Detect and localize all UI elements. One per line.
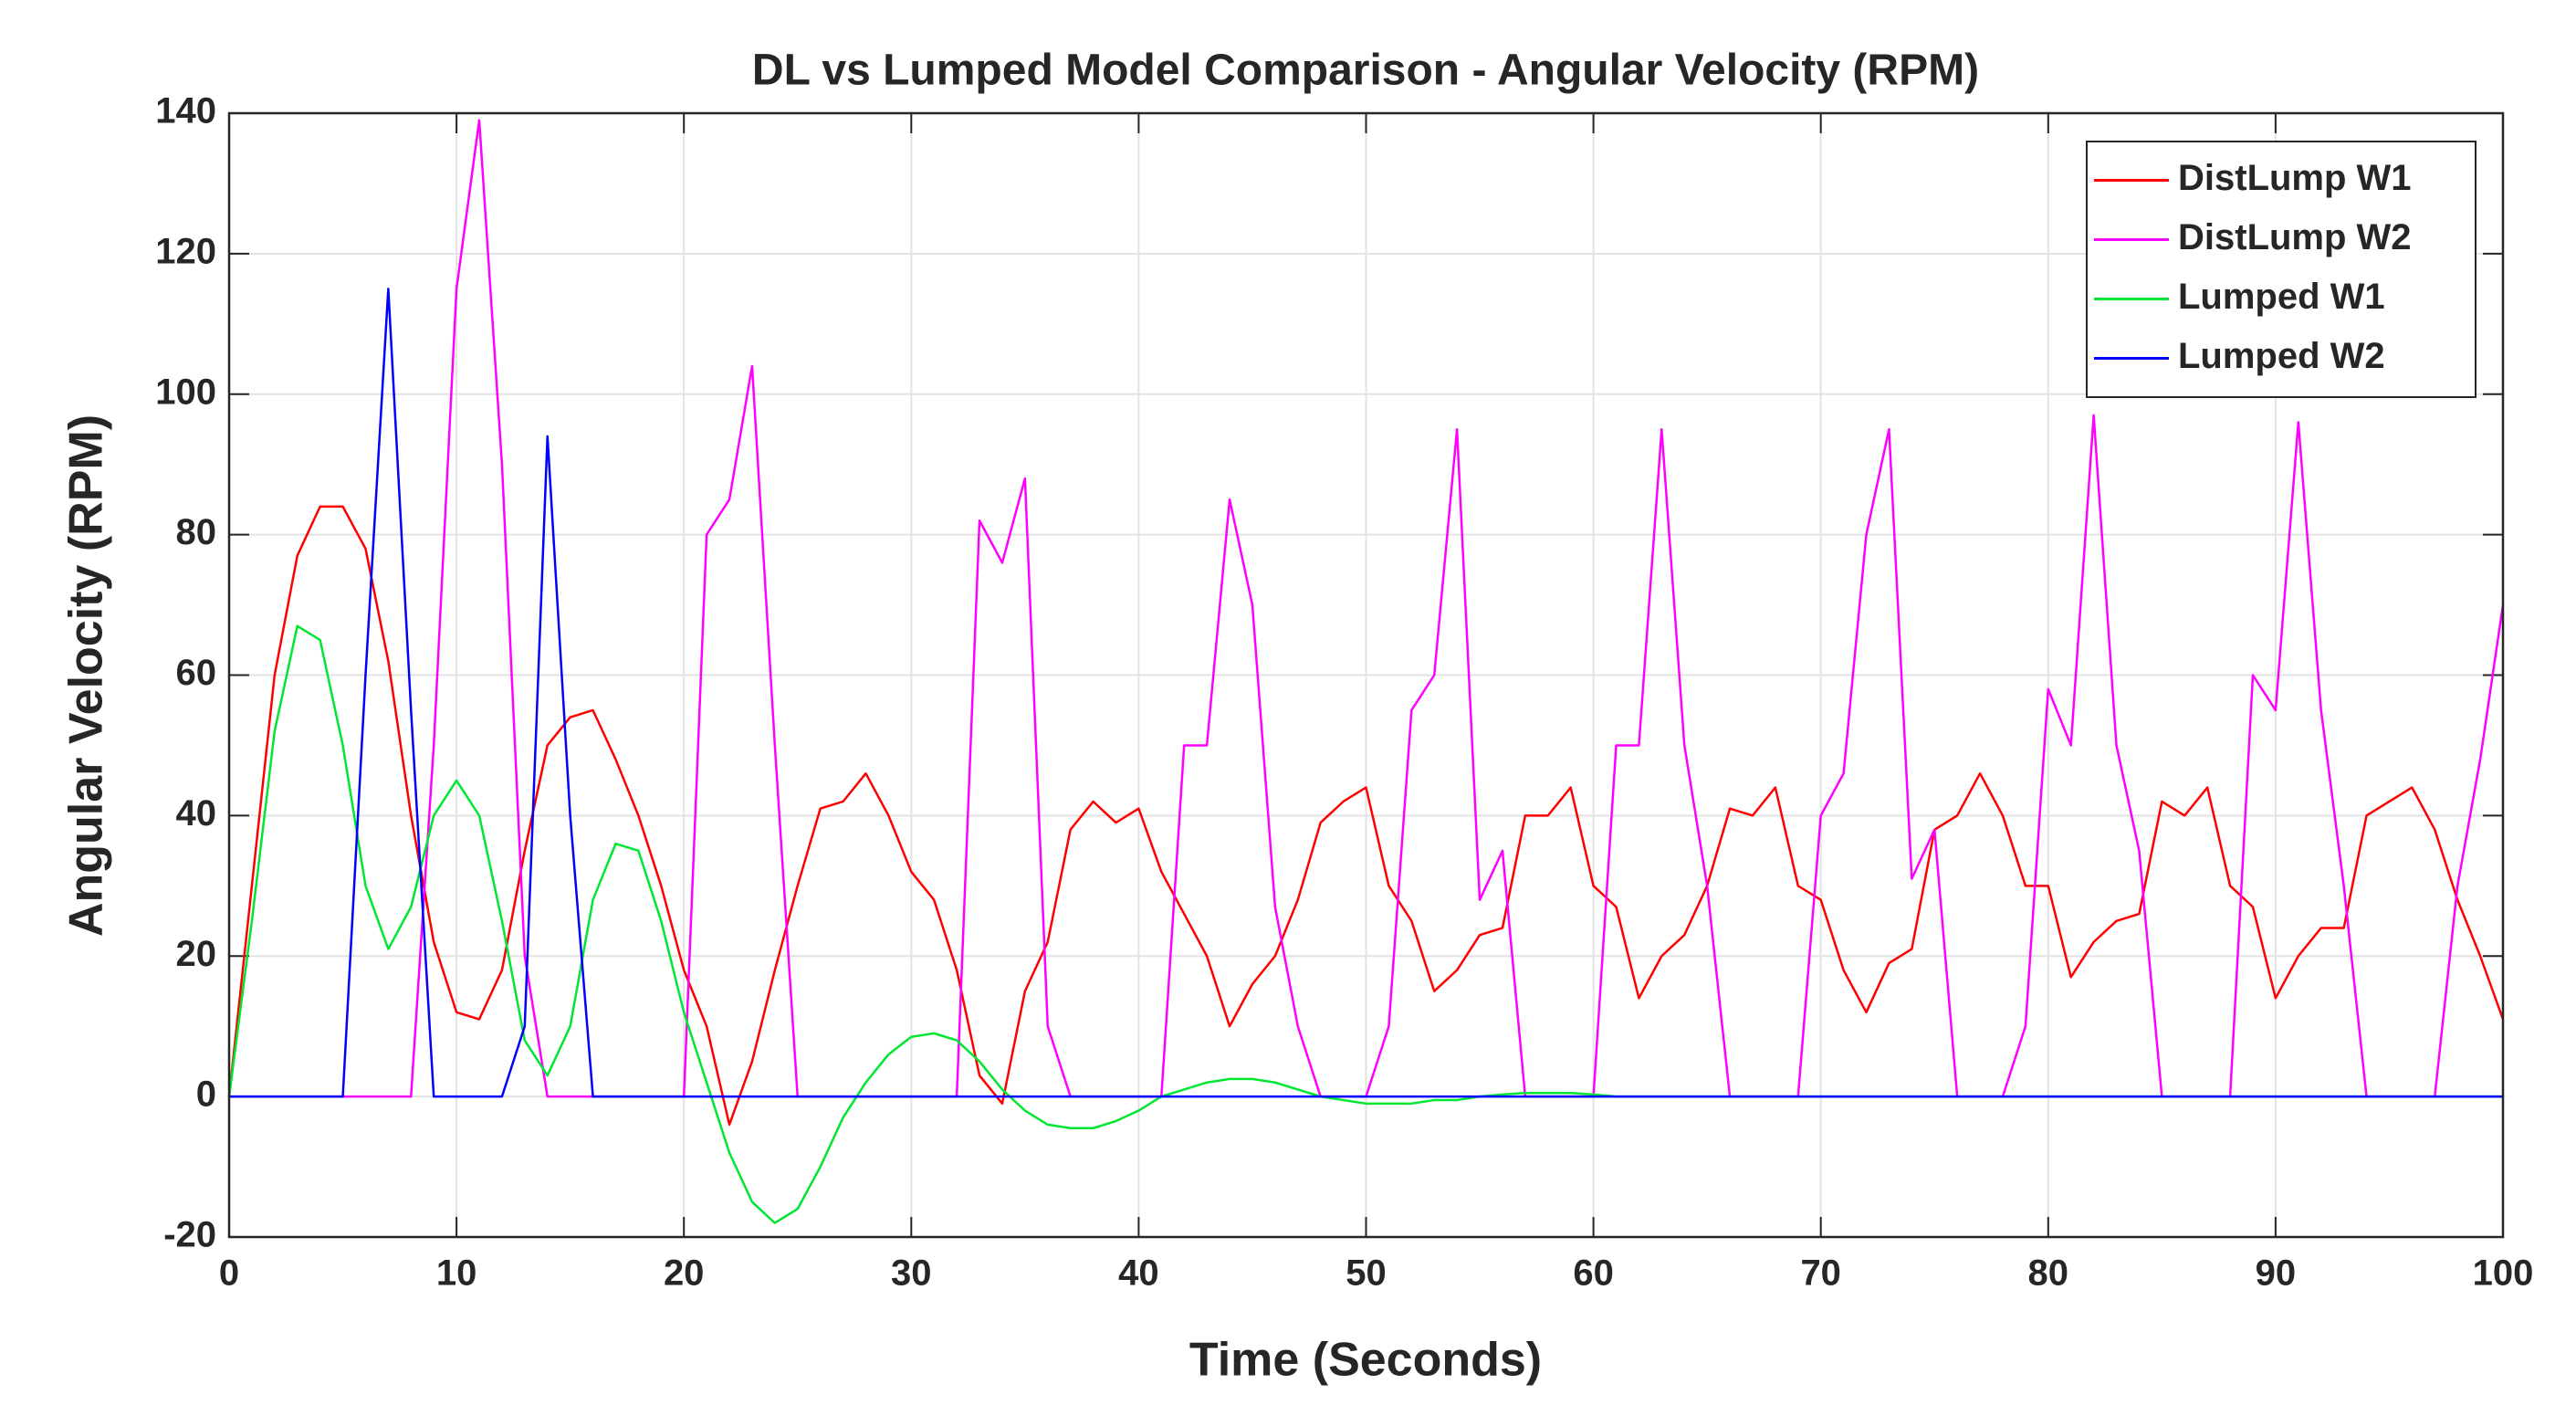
legend-label: Lumped W2: [2178, 336, 2385, 376]
legend-label: Lumped W1: [2178, 277, 2385, 317]
x-tick-label: 0: [219, 1253, 239, 1294]
x-tick-label: 70: [1800, 1253, 1841, 1294]
legend-label: DistLump W1: [2178, 158, 2412, 198]
y-tick-label: 0: [196, 1075, 216, 1115]
x-tick-label: 50: [1346, 1253, 1387, 1294]
x-tick-label: 80: [2028, 1253, 2069, 1294]
y-axis-label: Angular Velocity (RPM): [60, 414, 113, 937]
x-tick-label: 100: [2473, 1253, 2534, 1294]
x-tick-label: 30: [891, 1253, 932, 1294]
y-tick-label: 120: [155, 231, 216, 271]
x-axis-label: Time (Seconds): [1189, 1334, 1542, 1387]
legend-label: DistLump W2: [2178, 217, 2412, 257]
legend-box: [2086, 141, 2477, 398]
y-tick-label: 100: [155, 372, 216, 412]
chart-title: DL vs Lumped Model Comparison - Angular …: [752, 47, 1979, 95]
y-tick-label: 40: [176, 793, 217, 834]
series-line: [229, 288, 2503, 1098]
y-tick-label: 20: [176, 934, 217, 974]
x-tick-label: 40: [1118, 1253, 1159, 1294]
y-tick-label: 60: [176, 653, 217, 693]
x-tick-label: 90: [2256, 1253, 2297, 1294]
y-tick-label: 80: [176, 512, 217, 552]
x-tick-label: 10: [436, 1253, 477, 1294]
y-tick-label: -20: [163, 1215, 216, 1255]
x-tick-label: 20: [664, 1253, 705, 1294]
x-tick-label: 60: [1573, 1253, 1614, 1294]
plot-frame: [227, 111, 2505, 1239]
y-tick-label: 140: [155, 91, 216, 131]
series-line: [227, 505, 2505, 1127]
